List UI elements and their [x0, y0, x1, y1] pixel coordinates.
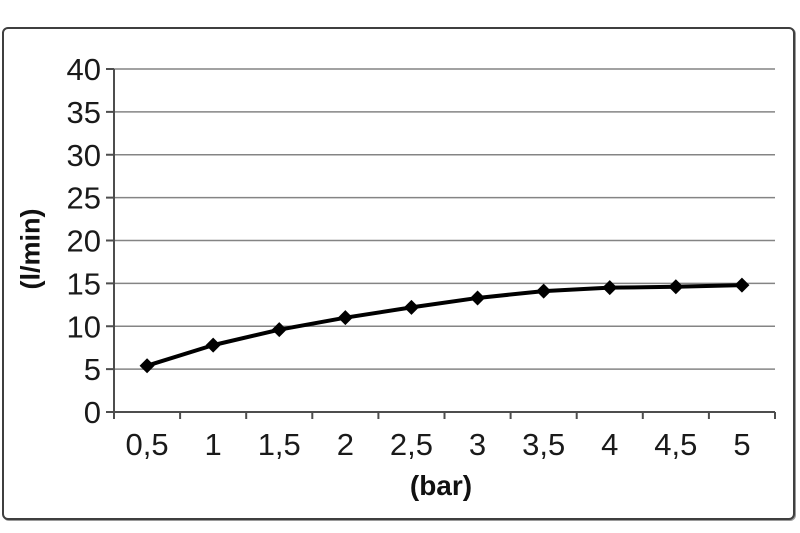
- data-point-marker: [139, 358, 155, 374]
- y-tick-label: 20: [67, 224, 101, 259]
- x-tick-label: 5: [733, 427, 750, 462]
- x-axis-title: (bar): [409, 470, 473, 501]
- x-tick-label: 2,5: [390, 427, 433, 462]
- y-tick-label: 30: [67, 138, 101, 173]
- data-point-marker: [734, 277, 750, 293]
- data-point-marker: [536, 283, 552, 299]
- data-point-marker: [668, 279, 684, 295]
- x-tick-label: 1: [205, 427, 222, 462]
- x-tick-label: 4: [601, 427, 618, 462]
- y-tick-label: 10: [67, 309, 101, 344]
- y-tick-label: 15: [67, 266, 101, 301]
- data-point-marker: [205, 337, 221, 353]
- x-tick-label: 2: [337, 427, 354, 462]
- x-tick-label: 0,5: [125, 427, 168, 462]
- y-tick-label: 40: [67, 52, 101, 87]
- x-tick-label: 3: [469, 427, 486, 462]
- y-tick-label: 35: [67, 95, 101, 130]
- data-point-marker: [403, 299, 419, 315]
- data-point-marker: [337, 310, 353, 326]
- series-line: [146, 283, 743, 368]
- x-tick-label: 1,5: [258, 427, 301, 462]
- x-tick-label: 3,5: [522, 427, 565, 462]
- data-point-marker: [470, 290, 486, 306]
- x-tick-label: 4,5: [654, 427, 697, 462]
- y-tick-label: 25: [67, 181, 101, 216]
- data-point-marker: [602, 280, 618, 296]
- data-point-marker: [271, 322, 287, 338]
- y-tick-label: 0: [84, 395, 101, 430]
- y-axis-title: (l/min): [15, 208, 46, 290]
- chart-frame: [2, 27, 795, 520]
- y-tick-label: 5: [84, 352, 101, 387]
